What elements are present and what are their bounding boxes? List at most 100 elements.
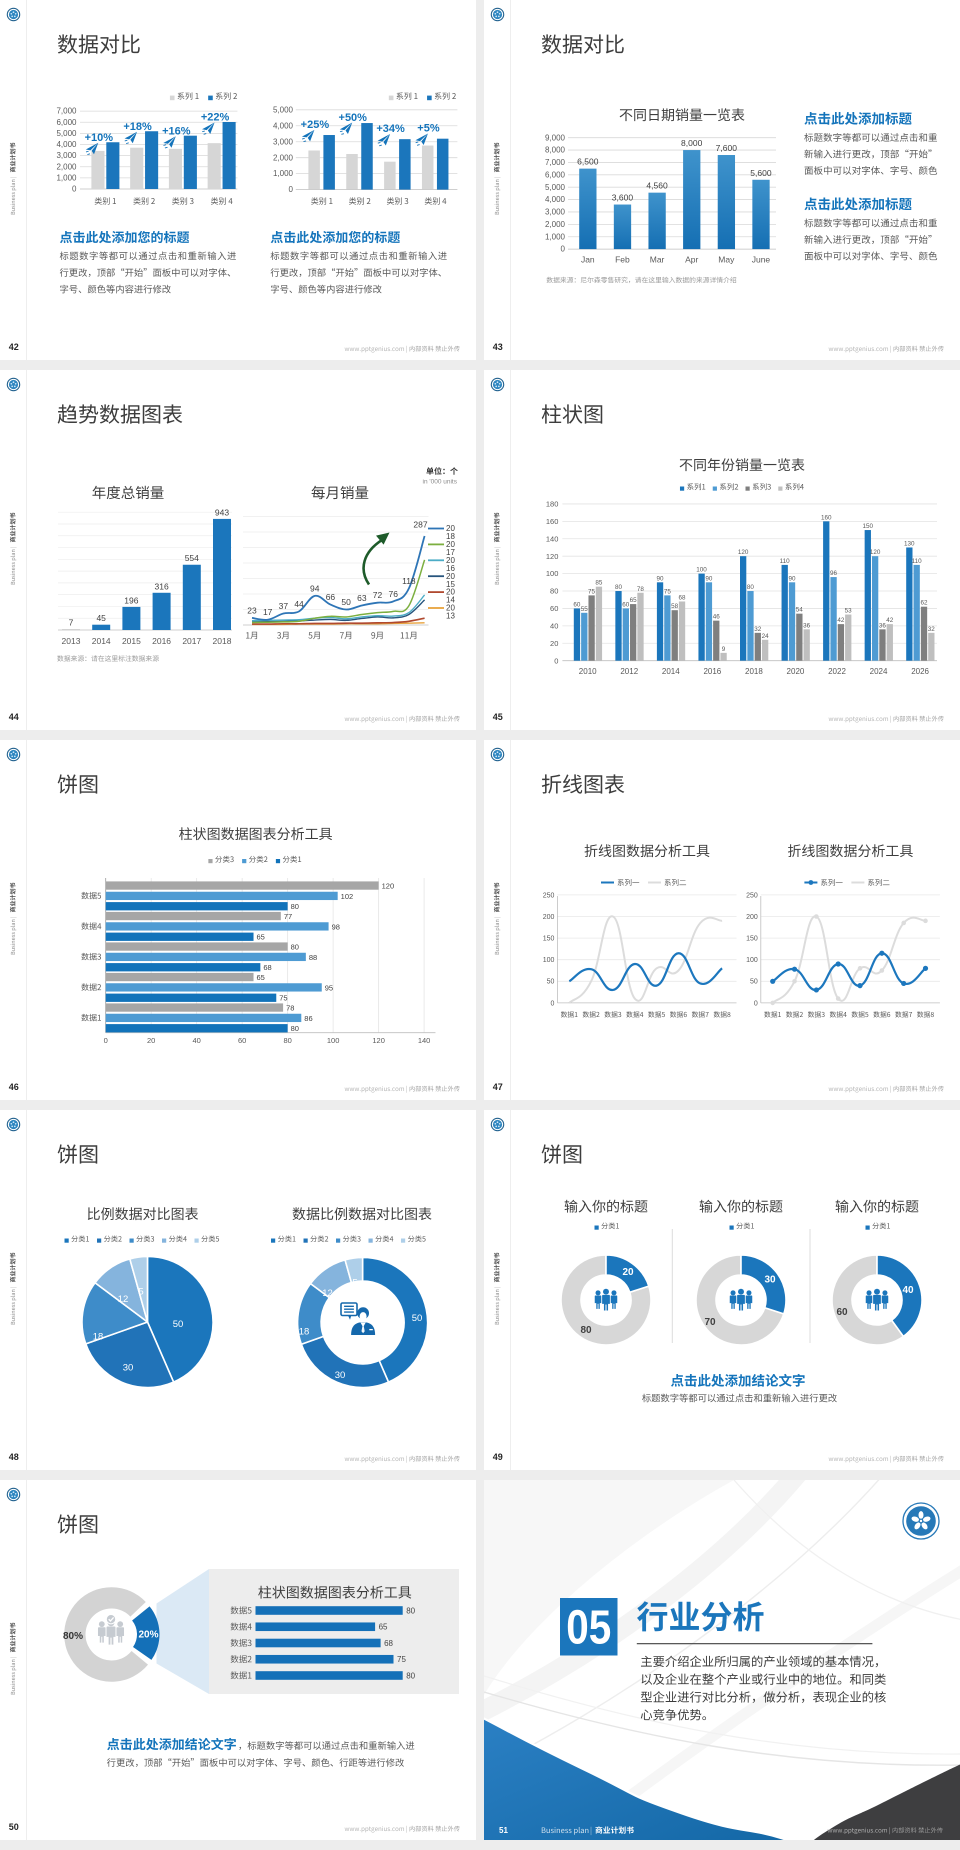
svg-text:4,000: 4,000 [273, 121, 294, 130]
svg-text:5: 5 [138, 1287, 143, 1298]
svg-text:43: 43 [493, 342, 503, 352]
svg-text:110: 110 [780, 558, 791, 565]
svg-text:23: 23 [247, 605, 257, 615]
svg-text:2,000: 2,000 [545, 220, 566, 229]
svg-text:58: 58 [671, 603, 679, 610]
svg-text:160: 160 [821, 514, 832, 521]
svg-text:65: 65 [257, 973, 265, 982]
svg-text:65: 65 [257, 933, 265, 942]
svg-text:36: 36 [803, 622, 811, 629]
svg-text:316: 316 [155, 581, 169, 591]
svg-text:5,600: 5,600 [750, 168, 772, 178]
svg-text:70: 70 [704, 1317, 716, 1328]
svg-text:75: 75 [279, 994, 287, 1003]
svg-text:4,000: 4,000 [545, 195, 566, 204]
svg-text:1,000: 1,000 [273, 169, 294, 178]
svg-text:2,000: 2,000 [273, 153, 294, 162]
svg-text:8,000: 8,000 [545, 146, 566, 155]
svg-text:60: 60 [573, 601, 581, 608]
svg-text:37: 37 [279, 601, 289, 611]
svg-text:80: 80 [291, 1024, 299, 1033]
svg-text:30: 30 [123, 1363, 134, 1374]
svg-text:2018: 2018 [213, 636, 232, 646]
svg-text:20: 20 [147, 1036, 155, 1045]
svg-text:44: 44 [294, 599, 304, 609]
svg-text:48: 48 [9, 1452, 19, 1462]
svg-text:76: 76 [388, 589, 398, 599]
svg-text:3,000: 3,000 [56, 151, 77, 160]
svg-text:85: 85 [595, 580, 603, 587]
svg-text:12: 12 [322, 1288, 333, 1299]
svg-text:20: 20 [622, 1267, 634, 1278]
svg-text:75: 75 [664, 588, 672, 595]
svg-text:4,000: 4,000 [56, 140, 77, 149]
svg-text:5,000: 5,000 [56, 129, 77, 138]
svg-text:+10%: +10% [85, 132, 114, 144]
svg-text:42: 42 [837, 617, 845, 624]
svg-text:2016: 2016 [152, 636, 171, 646]
svg-text:+18%: +18% [123, 121, 152, 133]
svg-text:1,000: 1,000 [545, 232, 566, 241]
svg-text:2010: 2010 [579, 667, 597, 676]
svg-text:6,000: 6,000 [545, 170, 566, 179]
svg-text:63: 63 [357, 593, 367, 603]
svg-text:250: 250 [543, 892, 555, 899]
svg-text:40: 40 [902, 1285, 914, 1296]
svg-text:62: 62 [920, 600, 928, 607]
svg-text:88: 88 [309, 953, 317, 962]
svg-text:2022: 2022 [828, 667, 846, 676]
svg-text:60: 60 [550, 604, 558, 613]
svg-text:20: 20 [446, 572, 455, 581]
svg-text:120: 120 [738, 549, 749, 556]
svg-text:+25%: +25% [301, 119, 330, 131]
svg-text:45: 45 [493, 712, 503, 722]
svg-text:05: 05 [566, 1602, 611, 1655]
svg-text:+5%: +5% [417, 123, 440, 135]
svg-text:130: 130 [904, 540, 915, 547]
svg-text:90: 90 [788, 575, 796, 582]
svg-text:46: 46 [9, 1082, 19, 1092]
svg-text:94: 94 [310, 583, 320, 593]
svg-text:42: 42 [9, 342, 19, 352]
svg-text:30: 30 [764, 1275, 776, 1286]
svg-text:51: 51 [499, 1826, 508, 1835]
svg-text:Feb: Feb [615, 255, 630, 265]
svg-text:42: 42 [886, 617, 894, 624]
svg-text:49: 49 [493, 1452, 503, 1462]
svg-text:12: 12 [118, 1294, 129, 1305]
svg-text:45: 45 [96, 613, 106, 623]
svg-text:53: 53 [845, 608, 853, 615]
svg-text:20: 20 [446, 604, 455, 613]
svg-text:+34%: +34% [376, 123, 405, 135]
svg-text:100: 100 [746, 957, 758, 964]
svg-text:5,000: 5,000 [545, 183, 566, 192]
svg-text:50: 50 [173, 1319, 184, 1330]
svg-text:2024: 2024 [870, 667, 888, 676]
svg-text:78: 78 [637, 586, 645, 593]
svg-text:68: 68 [678, 594, 686, 601]
svg-text:20: 20 [550, 639, 558, 648]
svg-text:100: 100 [696, 567, 707, 574]
svg-text:90: 90 [656, 575, 664, 582]
svg-text:+16%: +16% [162, 125, 191, 137]
svg-text:20: 20 [446, 540, 455, 549]
svg-text:40: 40 [192, 1036, 200, 1045]
svg-text:47: 47 [493, 1082, 503, 1092]
svg-text:+22%: +22% [201, 112, 230, 124]
svg-text:72: 72 [373, 590, 383, 600]
svg-text:18: 18 [299, 1327, 310, 1338]
svg-text:46: 46 [713, 614, 721, 621]
svg-text:20%: 20% [138, 1630, 158, 1641]
svg-text:1,000: 1,000 [56, 173, 77, 182]
svg-text:150: 150 [746, 936, 758, 943]
svg-text:50: 50 [9, 1822, 19, 1832]
svg-text:250: 250 [746, 892, 758, 899]
svg-text:30: 30 [335, 1370, 346, 1381]
svg-text:June: June [752, 255, 771, 265]
svg-text:5: 5 [352, 1278, 357, 1289]
svg-text:0: 0 [72, 185, 77, 194]
svg-text:75: 75 [397, 1655, 406, 1664]
svg-text:Apr: Apr [685, 255, 698, 265]
svg-text:9: 9 [722, 646, 726, 653]
svg-text:May: May [718, 255, 735, 265]
